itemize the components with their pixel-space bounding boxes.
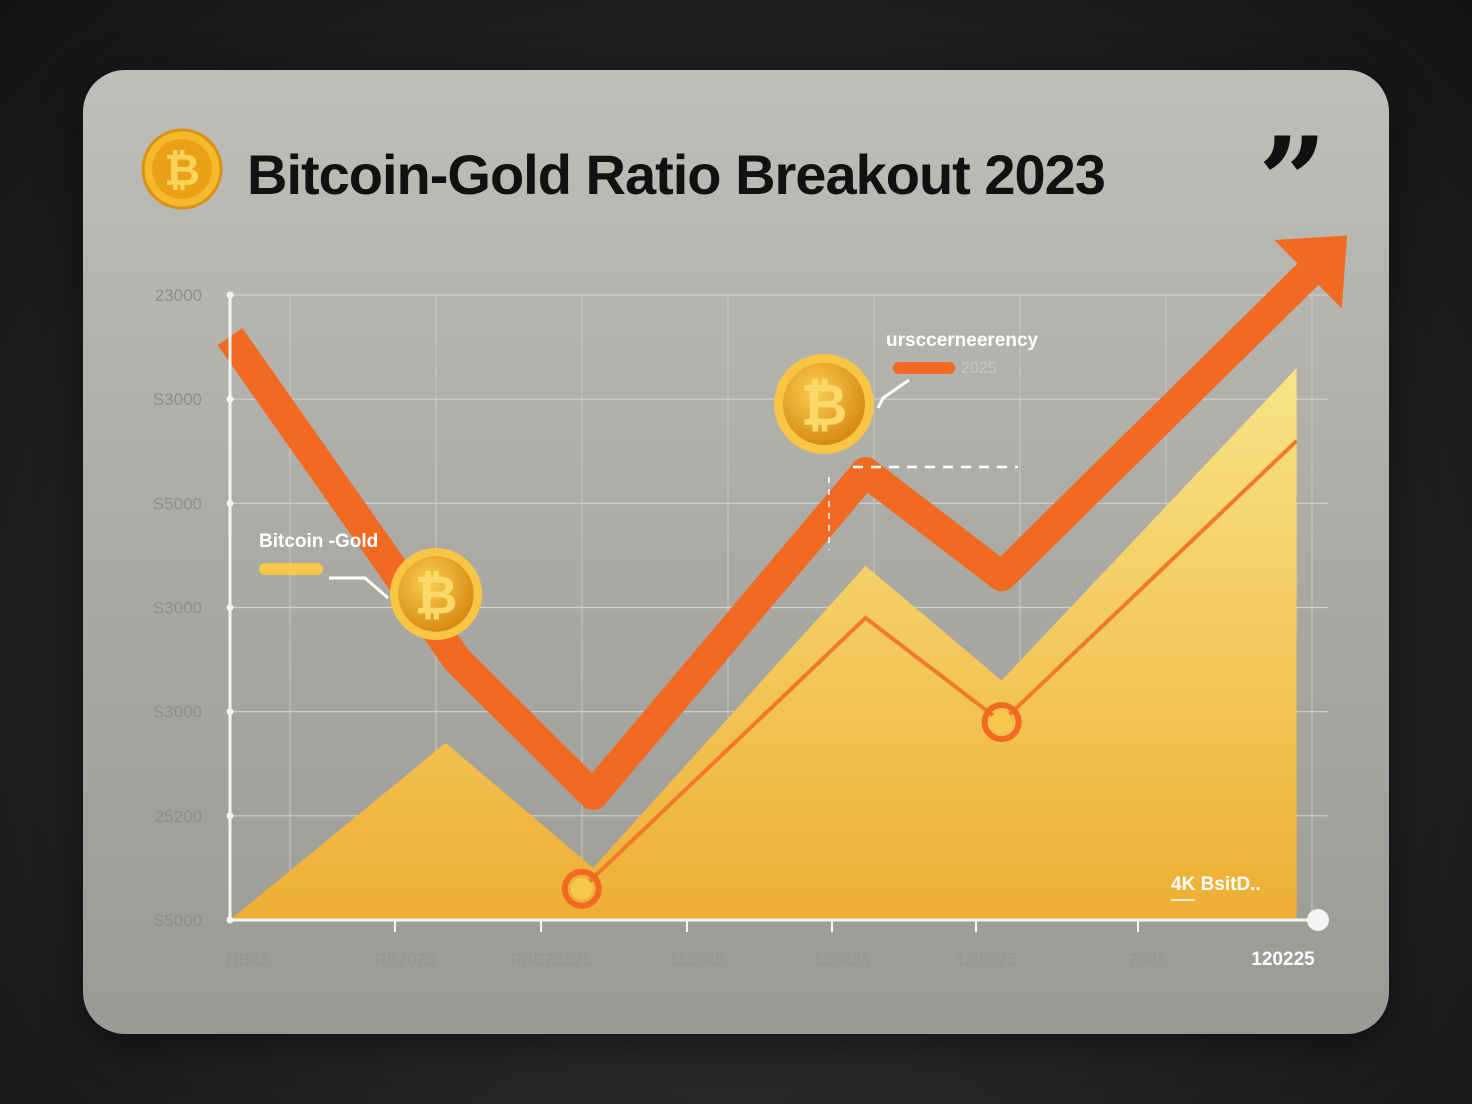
y-tick-label: S5000 xyxy=(153,911,202,930)
y-tick-label: S3000 xyxy=(153,703,202,722)
x-tick-label: 2025 xyxy=(1129,950,1167,969)
x-tick-label: 112025 xyxy=(669,950,724,969)
y-tick-label: 23000 xyxy=(155,286,202,305)
coin-symbol: ₿ xyxy=(414,566,457,625)
legend-sub-label: 2025 xyxy=(961,360,997,377)
chart-title: Bitcoin-Gold Ratio Breakout 2023 xyxy=(247,143,1106,206)
x-tick-label: 120225 xyxy=(814,950,871,969)
x-tick-label: RB2025 xyxy=(374,950,435,969)
coin-symbol: ₿ xyxy=(801,374,848,438)
x-tick-label: 1.20225 xyxy=(955,950,1016,969)
chart-plot: 23000 S3000 S5000 S3000 S3000 25200 S5000 RB25 R… xyxy=(153,235,1348,970)
x-tick-label: RB25 xyxy=(227,950,270,969)
highlight-point-center xyxy=(570,877,593,900)
y-tick-label: S5000 xyxy=(153,494,202,513)
bitcoin-coin-icon: ₿ xyxy=(774,354,874,454)
coin-face xyxy=(398,556,474,632)
legend-label-bitcoin-gold: Bitcoin -Gold xyxy=(259,531,378,552)
highlight-point xyxy=(981,702,1022,743)
legend-label-currency: ursccerneerency xyxy=(886,330,1039,351)
y-tick-label: S3000 xyxy=(153,390,202,409)
highlight-point-center xyxy=(990,711,1013,734)
x-tick-label: RBB22225 xyxy=(510,950,592,969)
y-tick-label: S3000 xyxy=(153,599,202,618)
bitcoin-coin-icon: ₿ xyxy=(141,128,223,210)
legend-swatch-gold xyxy=(259,563,323,575)
thin-orange-line xyxy=(580,439,1299,891)
x-axis-end-dot xyxy=(1307,909,1329,931)
y-tick-label: 25200 xyxy=(155,807,202,826)
title-row: ₿ xyxy=(141,128,1341,214)
arrow-head-icon xyxy=(1274,235,1348,309)
chart-card: ₿ Bitcoin-Gold Ratio Breakout 2023 ” 230… xyxy=(83,70,1389,1034)
gold-area-series xyxy=(230,367,1297,921)
x-tick-label: 120225 xyxy=(1251,949,1315,970)
svg-text:₿: ₿ xyxy=(164,146,200,195)
highlight-point xyxy=(561,868,602,909)
closing-quote-icon: ” xyxy=(1258,111,1328,252)
callout-line xyxy=(876,378,910,409)
coin-face xyxy=(783,363,865,445)
bitcoin-coin-icon: ₿ xyxy=(390,548,482,640)
callout-line xyxy=(329,576,389,600)
corner-label: 4K BsitD.. xyxy=(1171,874,1261,895)
legend-swatch-orange xyxy=(893,362,955,374)
